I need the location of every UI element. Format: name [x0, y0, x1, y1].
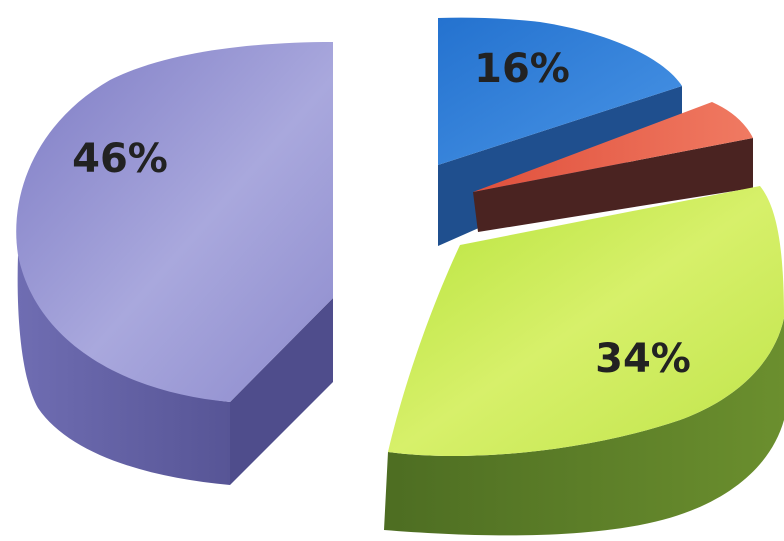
pie-slice-top [16, 42, 333, 402]
pie-slice [473, 102, 753, 232]
pie-slice-side [17, 255, 231, 485]
pie-slice-side [384, 318, 784, 536]
pie-slice-label: 16% [474, 46, 570, 92]
pie-slice [384, 186, 784, 536]
pie-slice-edge [230, 298, 333, 485]
pie-slice-label: 46% [72, 136, 168, 182]
pie-labels: 46% 16% 34% [72, 46, 691, 382]
pie-slice-top [388, 186, 784, 457]
pie-slice-top [473, 102, 753, 192]
pie-slice-side [473, 138, 753, 232]
pie-slices [16, 17, 784, 536]
pie-slice [16, 42, 333, 485]
pie-slice-label: 34% [595, 336, 691, 382]
pie-slice-top [438, 17, 682, 166]
